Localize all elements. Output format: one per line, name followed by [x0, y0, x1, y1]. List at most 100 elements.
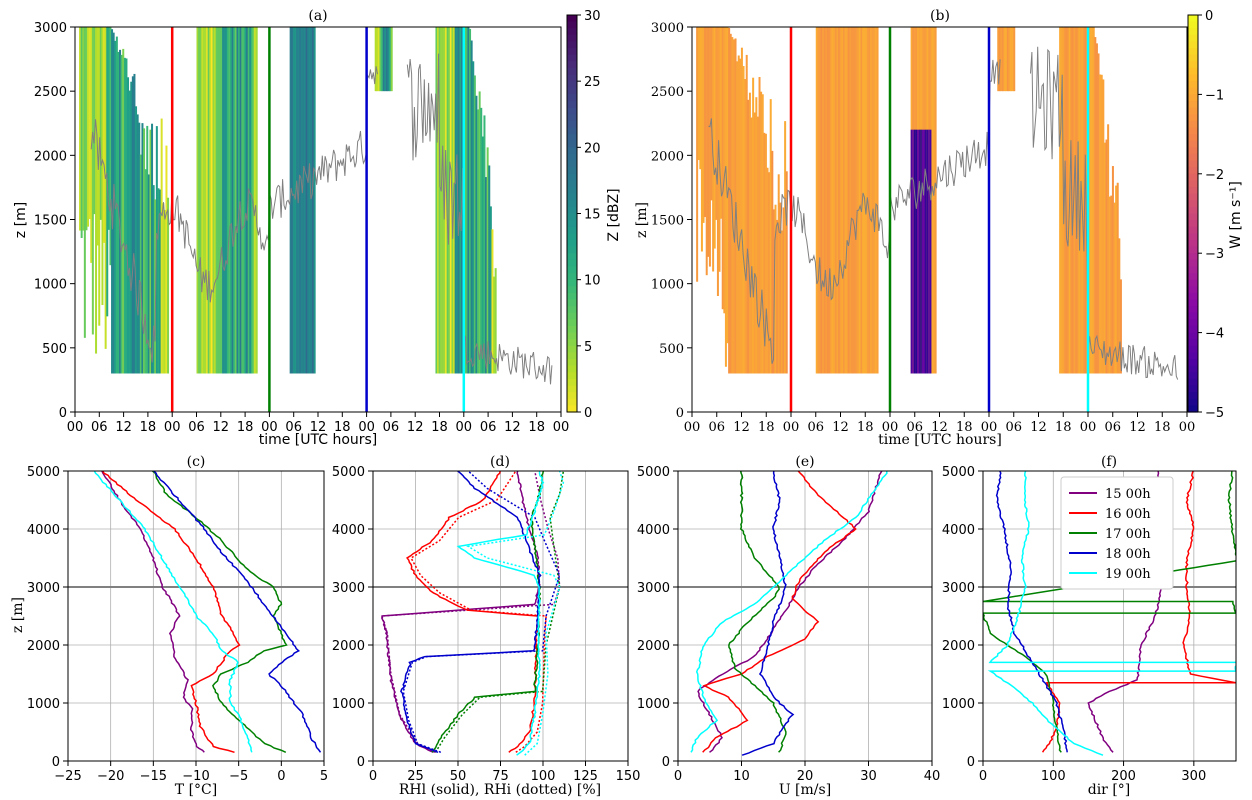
- legend-box: [1060, 476, 1174, 590]
- y-tick-label: 2500: [651, 85, 684, 100]
- colorbar-segment: [1188, 279, 1198, 287]
- heat-cell: [926, 129, 929, 374]
- colorbar-segment: [1188, 325, 1198, 334]
- y-tick-label: 4000: [27, 523, 60, 538]
- heat-cell: [774, 204, 777, 374]
- heat-cell: [736, 61, 739, 374]
- heat-cell: [918, 129, 921, 374]
- x-tick-label: 18: [758, 420, 775, 435]
- panel-a-colorbar: 0 5 10 15 20 25 30: [566, 9, 601, 421]
- colorbar-segment: [567, 292, 577, 301]
- heat-cell: [779, 202, 782, 374]
- heat-cell: [91, 27, 94, 335]
- colorbar-segment: [1188, 365, 1198, 373]
- heat-cell: [870, 27, 873, 374]
- heat-cell: [107, 27, 110, 230]
- panel-b-ylabel: z [m]: [634, 202, 650, 238]
- x-tick-label: 06: [480, 420, 497, 435]
- x-tick-label: −25: [54, 769, 81, 784]
- heat-cell: [760, 91, 763, 374]
- colorbar-tick-label: 15: [584, 208, 601, 223]
- heat-cell: [206, 27, 209, 374]
- heat-cell: [250, 27, 253, 374]
- y-tick-label: 3000: [34, 21, 67, 36]
- panel-c-xlabel: T [°C]: [175, 782, 217, 798]
- colorbar-segment: [1188, 48, 1198, 56]
- heat-cell: [1065, 27, 1068, 374]
- colorbar-segment: [567, 147, 577, 155]
- heat-cell: [109, 27, 112, 266]
- heat-cell: [389, 27, 392, 92]
- x-tick-label: 12: [733, 420, 750, 435]
- x-tick-label: 18: [237, 420, 254, 435]
- legend-entry: 17 00h: [1105, 527, 1151, 542]
- heat-cell: [210, 27, 213, 374]
- y-tick-label: 500: [659, 342, 684, 357]
- y-tick-label: 4000: [942, 523, 975, 538]
- colorbar-segment: [567, 94, 577, 102]
- heat-cell: [83, 27, 86, 338]
- heat-cell: [998, 27, 1001, 92]
- colorbar-segment: [1188, 292, 1198, 301]
- colorbar-segment: [567, 405, 577, 413]
- heat-cell: [139, 154, 142, 374]
- colorbar-segment: [567, 127, 577, 135]
- heat-cell: [1011, 27, 1014, 92]
- x-tick-label: 18: [1055, 420, 1072, 435]
- heat-cell: [713, 27, 716, 249]
- heat-cell: [1060, 27, 1063, 374]
- heat-cell: [198, 27, 201, 374]
- heat-cell: [470, 40, 473, 374]
- heat-cell: [296, 27, 299, 374]
- y-tick-label: 0: [357, 755, 365, 770]
- heat-cell: [379, 27, 382, 92]
- x-tick-label: −10: [182, 769, 209, 784]
- y-tick-label: 2000: [332, 639, 365, 654]
- heat-cell: [1073, 27, 1076, 374]
- panel-c: (c) T [°C] z [m] −25 −20 −15 −10 −5 0 5 0 1000 20…: [10, 454, 328, 798]
- colorbar-segment: [1188, 193, 1198, 201]
- x-tick-label: 00: [882, 420, 899, 435]
- heat-cell: [784, 121, 787, 374]
- colorbar-segment: [1188, 167, 1198, 175]
- heat-cell: [120, 54, 123, 374]
- legend-entry: 19 00h: [1105, 567, 1151, 582]
- heat-cell: [768, 172, 771, 374]
- heat-cell: [753, 112, 756, 374]
- colorbar-segment: [567, 352, 577, 360]
- heat-cell: [127, 77, 130, 374]
- colorbar-segment: [1188, 81, 1198, 89]
- heat-cell: [846, 27, 849, 374]
- colorbar-segment: [567, 378, 577, 387]
- colorbar-segment: [567, 160, 577, 168]
- panel-a-colorbar-label: Z [dBZ]: [606, 188, 622, 241]
- heat-cell: [700, 27, 703, 252]
- colorbar-segment: [1188, 233, 1198, 241]
- heat-cell: [292, 27, 295, 374]
- colorbar-segment: [567, 392, 577, 400]
- colorbar-segment: [1188, 239, 1198, 248]
- heat-cell: [135, 106, 138, 374]
- x-tick-label: 18: [857, 420, 874, 435]
- heat-cell: [729, 33, 732, 374]
- heat-cell: [997, 27, 1000, 92]
- heat-cell: [457, 27, 460, 374]
- colorbar-segment: [1188, 140, 1198, 148]
- panel-e: (e) U [m/s] 0 10 20 30 40 0 1000 2000 3000 4000 50…: [637, 454, 940, 798]
- heat-cell: [766, 167, 769, 374]
- profile-line: [741, 471, 795, 756]
- colorbar-segment: [1188, 398, 1198, 406]
- colorbar-segment: [1188, 34, 1198, 43]
- heat-cell: [917, 129, 920, 374]
- profile-line: [690, 471, 888, 753]
- heat-cell: [933, 27, 936, 374]
- heat-cell: [1103, 142, 1106, 374]
- profile-line: [983, 471, 1236, 753]
- heat-cell: [847, 27, 850, 374]
- heat-cell: [489, 206, 492, 374]
- legend-entry: 15 00h: [1105, 487, 1151, 502]
- heat-cell: [862, 27, 865, 374]
- colorbar-segment: [567, 28, 577, 36]
- colorbar-segment: [1188, 101, 1198, 109]
- x-tick-label: 06: [708, 420, 725, 435]
